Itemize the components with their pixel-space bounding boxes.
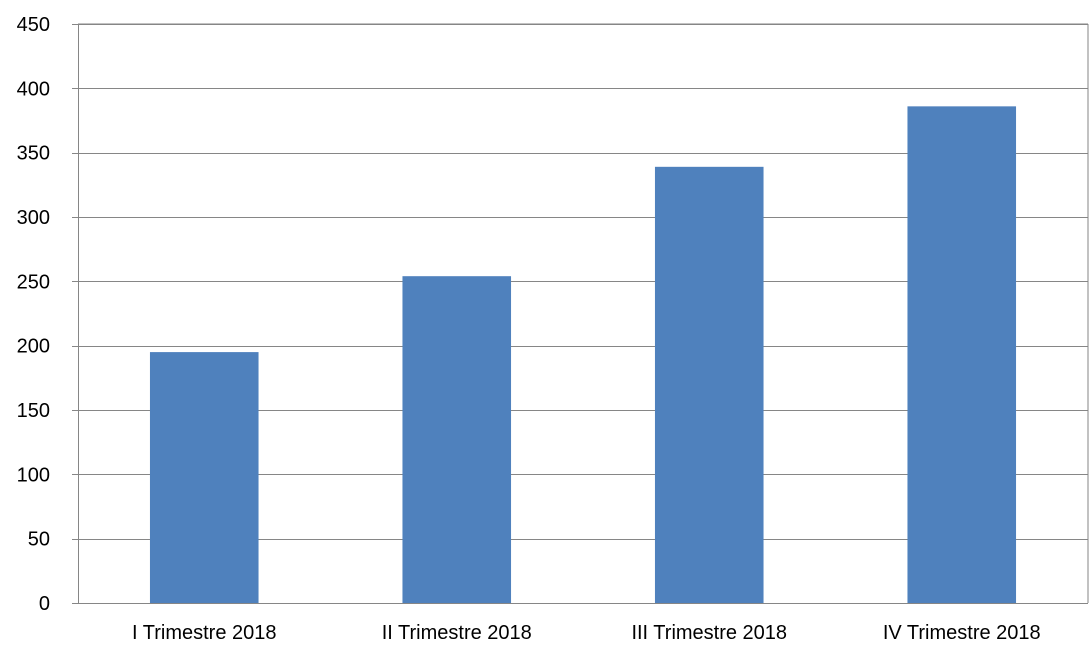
y-tick-label: 0	[39, 593, 50, 615]
bar-4	[907, 106, 1017, 603]
bar-3	[654, 166, 764, 603]
bars	[149, 106, 1017, 603]
y-tick-label: 400	[17, 78, 50, 100]
x-tick-label: IV Trimestre 2018	[883, 622, 1041, 644]
y-tick-label: 300	[17, 207, 50, 229]
y-tick-label: 450	[17, 14, 50, 36]
y-tick-label: 200	[17, 336, 50, 358]
x-tick-label: III Trimestre 2018	[631, 622, 787, 644]
x-tick-label: II Trimestre 2018	[382, 622, 532, 644]
y-tick-label: 100	[17, 464, 50, 486]
axes	[72, 24, 1088, 604]
x-tick-labels: I Trimestre 2018 II Trimestre 2018 III Tri…	[132, 622, 1041, 644]
bar-2	[402, 276, 512, 603]
x-tick-label: I Trimestre 2018	[132, 622, 277, 644]
y-tick-label: 50	[28, 529, 50, 551]
y-tick-label: 150	[17, 400, 50, 422]
y-tick-label: 350	[17, 143, 50, 165]
y-tick-labels: 0 50 100 150 200 250 300 350 400 450	[17, 14, 50, 615]
y-tick-label: 250	[17, 271, 50, 293]
bar-1	[149, 352, 259, 603]
